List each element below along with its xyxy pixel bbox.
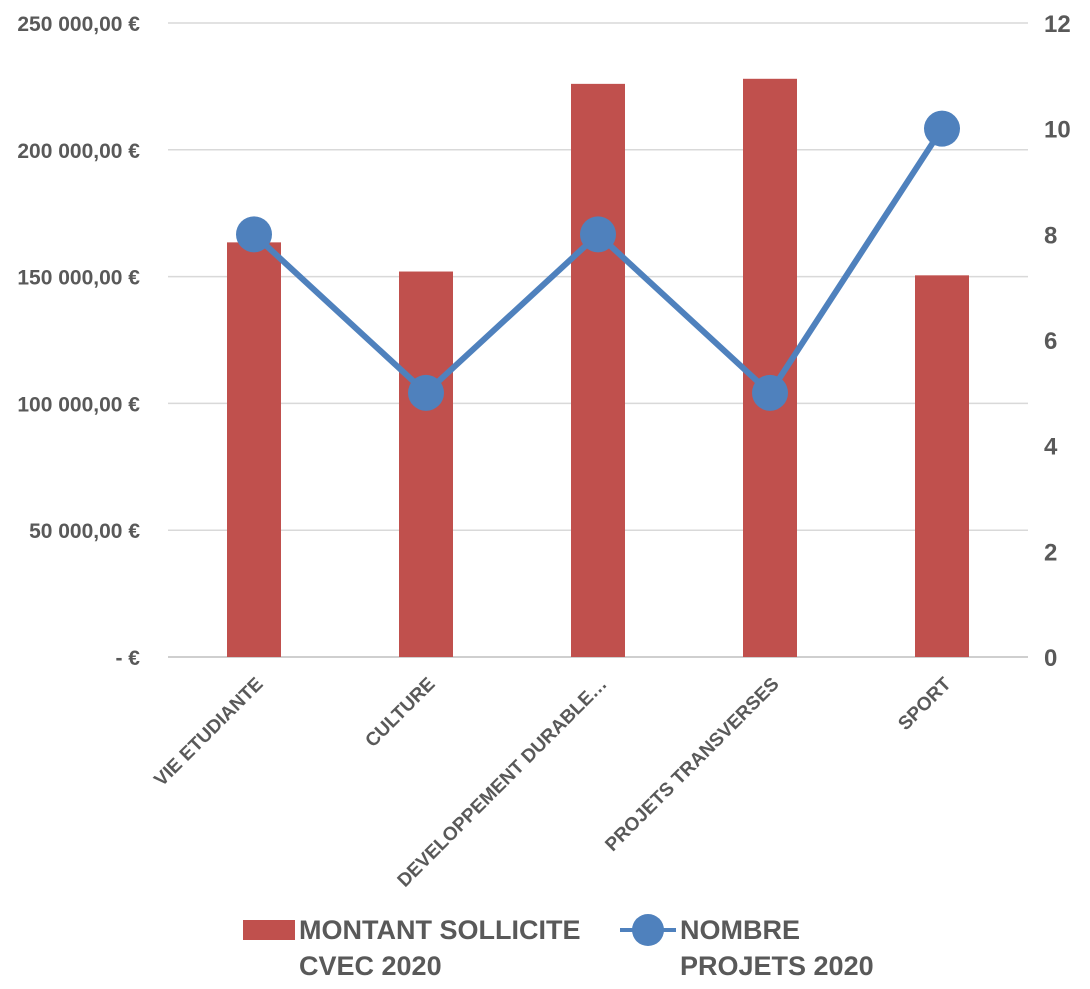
line-point [408, 374, 444, 411]
legend-item-line: NOMBRE PROJETS 2020 [620, 912, 874, 984]
bar [571, 83, 625, 657]
x-tick-label: SPORT [894, 673, 955, 734]
bar [227, 242, 281, 657]
line-point [580, 216, 616, 253]
y-left-tick-label: 150 000,00 € [17, 267, 140, 290]
legend-line-marker [632, 914, 664, 946]
line-series [236, 110, 960, 411]
bar [915, 275, 969, 657]
x-tick-label: PROJETS TRANSVERSES [601, 674, 783, 856]
line-point [236, 216, 272, 253]
y-left-tick-label: 200 000,00 € [17, 140, 140, 163]
legend-bar-swatch [243, 920, 295, 940]
legend-line-label: NOMBRE PROJETS 2020 [680, 915, 874, 981]
line-point [924, 110, 960, 147]
left-axis: - € 50 000,00 € 100 000,00 € 150 000,00 € 20… [17, 13, 140, 670]
line-point [752, 374, 788, 411]
y-right-tick-label: 8 [1044, 222, 1057, 249]
legend-line-swatch [620, 912, 676, 948]
y-left-tick-label: 250 000,00 € [17, 13, 140, 36]
x-tick-label: CULTURE [361, 674, 439, 752]
y-right-tick-label: 6 [1044, 328, 1057, 355]
y-right-tick-label: 2 [1044, 539, 1057, 566]
x-tick-label: VIE ETUDIANTE [150, 674, 267, 791]
y-right-tick-label: 10 [1044, 117, 1071, 144]
y-right-tick-label: 0 [1044, 645, 1057, 672]
y-left-tick-label: 50 000,00 € [29, 520, 140, 543]
y-right-tick-label: 12 [1044, 11, 1071, 38]
y-right-tick-label: 4 [1044, 434, 1058, 461]
bar-series [227, 78, 969, 658]
legend-bar-label: MONTANT SOLLICITE CVEC 2020 [299, 915, 581, 981]
bar [399, 271, 453, 657]
legend: MONTANT SOLLICITE CVEC 2020 NOMBRE PROJE… [0, 912, 1090, 982]
y-left-tick-label: 100 000,00 € [17, 393, 140, 416]
x-tick-label: DEVELOPPEMENT DURABLE… [394, 674, 612, 892]
right-axis: 0 2 4 6 8 10 12 [1044, 11, 1071, 672]
y-left-tick-label: - € [115, 647, 140, 670]
legend-item-bar: MONTANT SOLLICITE CVEC 2020 [243, 912, 580, 984]
